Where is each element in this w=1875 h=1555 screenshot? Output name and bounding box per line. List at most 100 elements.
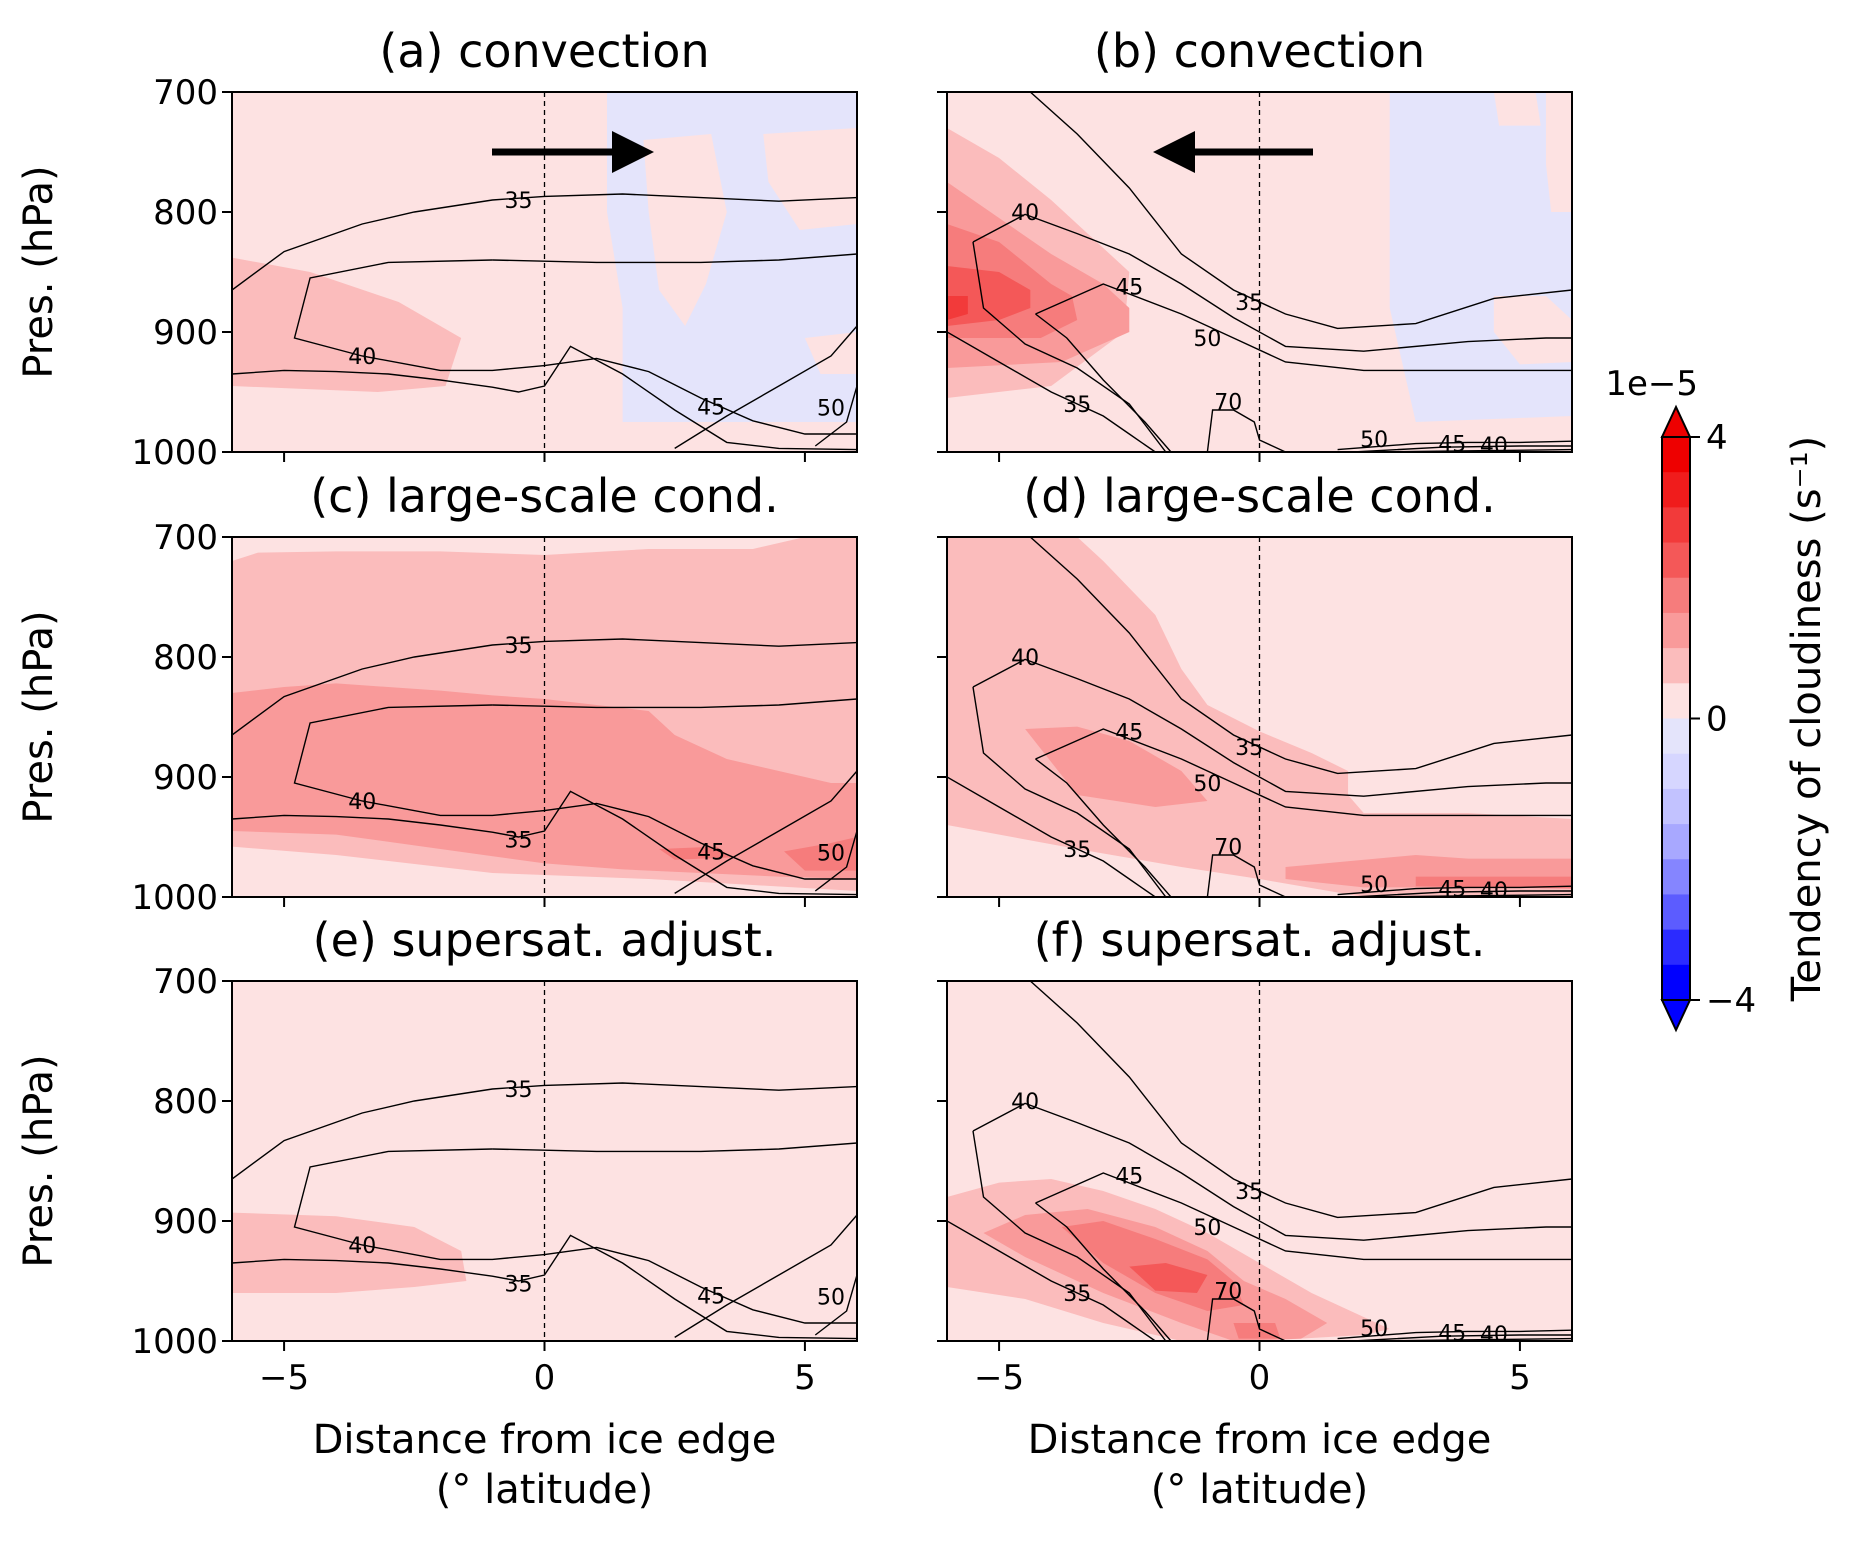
shading-region: [1129, 1263, 1208, 1293]
contour-label: 35: [1063, 1282, 1091, 1307]
contour-line: [1035, 728, 1572, 817]
contour-label: 50: [1360, 1317, 1388, 1342]
contour-label-group: 50: [1193, 772, 1221, 797]
contour-label-group: 40: [1011, 1090, 1039, 1115]
contour-label: 40: [1480, 1323, 1508, 1348]
contour-line: [947, 331, 1156, 452]
shading-region: [232, 1212, 467, 1293]
contour-line: [293, 259, 857, 435]
shading-region: [1545, 164, 1572, 212]
shading-region: [1233, 1323, 1281, 1339]
contour-label-group: 45: [1115, 1164, 1143, 1189]
contour-line: [947, 776, 1156, 897]
y-tick-label: 800: [153, 638, 218, 678]
contour-label: 45: [697, 840, 725, 865]
colorbar-tick-label: 4: [1706, 418, 1728, 458]
contour-line: [293, 704, 857, 880]
panel-title: (f) supersat. adjust.: [1034, 913, 1486, 967]
colorbar-segment: [1662, 788, 1690, 825]
panel-title: (b) convection: [1094, 24, 1425, 78]
x-tick-label: −5: [259, 1358, 309, 1398]
shading-region: [1025, 726, 1208, 807]
y-tick-label: 900: [153, 313, 218, 353]
panel-d: 35 40 45 50 35 70 50 45 40 (d) large-scale cond.: [937, 469, 1573, 907]
contour-label-group: 40: [1480, 1323, 1508, 1348]
contour-label-group: 45: [697, 395, 725, 420]
colorbar-scale-label: 1e−5: [1605, 364, 1698, 404]
contour-line: [232, 790, 857, 896]
colorbar-label: Tendency of cloudiness (s⁻¹): [1784, 436, 1830, 1003]
shading-region: [947, 266, 1031, 326]
contour-label: 45: [1438, 1322, 1466, 1347]
contour-label-group: 35: [504, 1272, 532, 1297]
y-tick-label: 700: [153, 962, 218, 1002]
contour-line: [1035, 283, 1572, 372]
shading-region: [232, 257, 462, 392]
x-axis-label: Distance from ice edge: [313, 1417, 777, 1463]
contour-label-group: 35: [1235, 291, 1263, 316]
colorbar-segment: [1662, 718, 1690, 755]
contour-label-group: 50: [817, 1286, 845, 1311]
x-tick-label: 0: [1249, 1358, 1271, 1398]
contour-line: [492, 698, 857, 709]
contour-line: [1035, 1202, 1172, 1341]
contour-line: [1337, 440, 1572, 451]
colorbar-segment: [1662, 753, 1690, 790]
contour-label-group: 35: [1235, 1180, 1263, 1205]
contour-label-group: 40: [348, 345, 376, 370]
contour-line: [1337, 885, 1572, 896]
shading-region: [947, 537, 1572, 897]
x-axis-label: Distance from ice edge: [1028, 1417, 1492, 1463]
contour-line: [1206, 854, 1286, 897]
contour-label: 50: [817, 1286, 845, 1311]
contour-label: 35: [1235, 1180, 1263, 1205]
contour-line: [1206, 1298, 1286, 1341]
contour-label-group: 35: [504, 1078, 532, 1103]
contour-label-group: 70: [1214, 391, 1242, 416]
plot-area: 35 40 45 50 35 70 50 45 40: [947, 92, 1572, 453]
contour-label: 50: [817, 397, 845, 422]
contour-label-group: 50: [1193, 327, 1221, 352]
shading-region: [1415, 876, 1572, 889]
contour-label-group: 40: [1011, 646, 1039, 671]
contour-label-group: 50: [1360, 873, 1388, 897]
contour-label: 40: [348, 1234, 376, 1259]
contour-label-group: 35: [504, 634, 532, 659]
contour-line: [1337, 1329, 1572, 1340]
contour-label: 45: [1115, 275, 1143, 300]
contour-label-group: 50: [1193, 1216, 1221, 1241]
contour-label-group: 40: [1011, 201, 1039, 226]
panel-a: 35 40 45 50 (a) convection 700 800 900 1000 Pres.…: [16, 24, 858, 473]
contour-label-group: 40: [1480, 434, 1508, 452]
contour-line: [814, 830, 857, 892]
y-tick-label: 1000: [131, 433, 218, 473]
contour-label-group: 45: [1438, 433, 1466, 452]
contour-label-group: 35: [1063, 393, 1091, 418]
y-axis-label: Pres. (hPa): [16, 165, 62, 378]
contour-line: [1206, 409, 1286, 452]
colorbar-extend-max: [1660, 404, 1692, 438]
colorbar-segment: [1662, 577, 1690, 614]
y-tick-label: 900: [153, 758, 218, 798]
colorbar-segment: [1662, 648, 1690, 684]
contour-label: 40: [348, 790, 376, 815]
contour-label: 35: [504, 634, 532, 659]
panel-title: (a) convection: [379, 24, 709, 78]
contour-label-group: 35: [1063, 838, 1091, 863]
contour-line: [674, 770, 857, 894]
contour-label-group: 40: [348, 1234, 376, 1259]
contour-line: [232, 638, 857, 736]
contour-label: 35: [504, 1078, 532, 1103]
contour-label: 40: [1011, 201, 1039, 226]
contour-label: 40: [1011, 646, 1039, 671]
y-tick-label: 1000: [131, 878, 218, 918]
y-axis-label: Pres. (hPa): [16, 610, 62, 823]
panel-title: (d) large-scale cond.: [1023, 469, 1495, 523]
contour-line: [492, 253, 857, 264]
contour-label: 45: [697, 395, 725, 420]
contour-line: [947, 1220, 1156, 1341]
contour-label: 45: [1115, 1164, 1143, 1189]
contour-label: 50: [1360, 428, 1388, 453]
